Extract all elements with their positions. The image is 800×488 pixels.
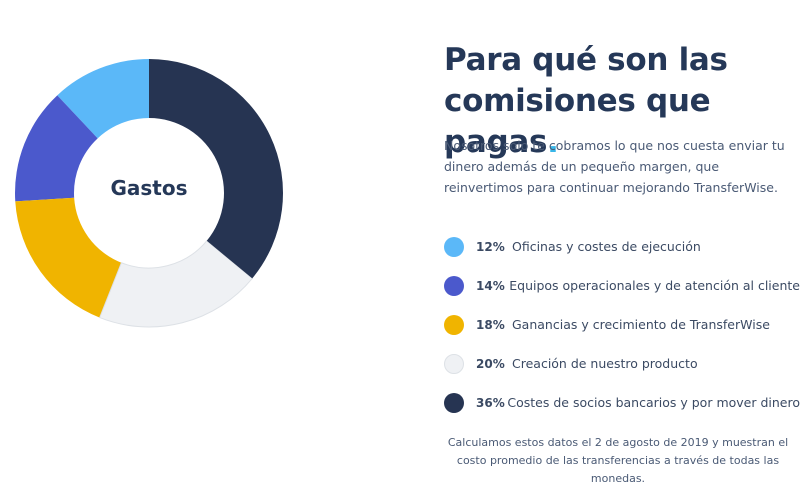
legend-percent: 20% — [476, 356, 505, 371]
legend-swatch — [444, 236, 464, 257]
donut-slice-2 — [14, 95, 98, 202]
legend-item: 36% Costes de socios bancarios y por move… — [444, 383, 800, 422]
donut-slices — [14, 58, 283, 328]
donut-slice-4 — [99, 240, 253, 328]
legend-item: 12% Oficinas y costes de ejecución — [444, 227, 800, 266]
legend-label: Costes de socios bancarios y por mover d… — [507, 395, 800, 410]
title-line-2: comisiones que pagas — [444, 83, 711, 160]
legend-item: 14% Equipos operacionales y de atención a… — [444, 266, 800, 305]
legend-swatch — [444, 275, 464, 296]
page-title: Para qué son las comisiones que pagas. — [444, 40, 794, 163]
intro-paragraph: Nosotros solo te cobramos lo que nos cue… — [444, 138, 785, 195]
legend-percent: 18% — [476, 317, 505, 332]
chart-center-label: Gastos — [110, 176, 187, 200]
legend-label: Creación de nuestro producto — [512, 356, 698, 371]
donut-chart: Gastos — [14, 58, 283, 328]
donut-slice-3 — [15, 197, 122, 318]
legend-item: 18% Ganancias y crecimiento de TransferWi… — [444, 305, 800, 344]
footnote: Calculamos estos datos el 2 de agosto de… — [447, 436, 789, 485]
chart-legend: 12% Oficinas y costes de ejecución 14% Equi… — [444, 227, 800, 422]
legend-percent: 14% — [476, 278, 505, 293]
legend-label: Oficinas y costes de ejecución — [512, 239, 701, 254]
legend-swatch — [444, 392, 464, 413]
title-line-1: Para qué son las — [444, 42, 728, 78]
legend-swatch — [444, 314, 464, 335]
donut-slice-1 — [57, 59, 149, 139]
legend-label: Ganancias y crecimiento de TransferWise — [512, 317, 770, 332]
legend-percent: 12% — [476, 239, 505, 254]
title-dot: . — [547, 124, 559, 160]
legend-swatch — [444, 353, 464, 374]
legend-percent: 36% — [476, 395, 505, 410]
donut-slice-5 — [149, 58, 283, 279]
legend-item: 20% Creación de nuestro producto — [444, 344, 800, 383]
legend-label: Equipos operacionales y de atención al c… — [509, 278, 800, 293]
